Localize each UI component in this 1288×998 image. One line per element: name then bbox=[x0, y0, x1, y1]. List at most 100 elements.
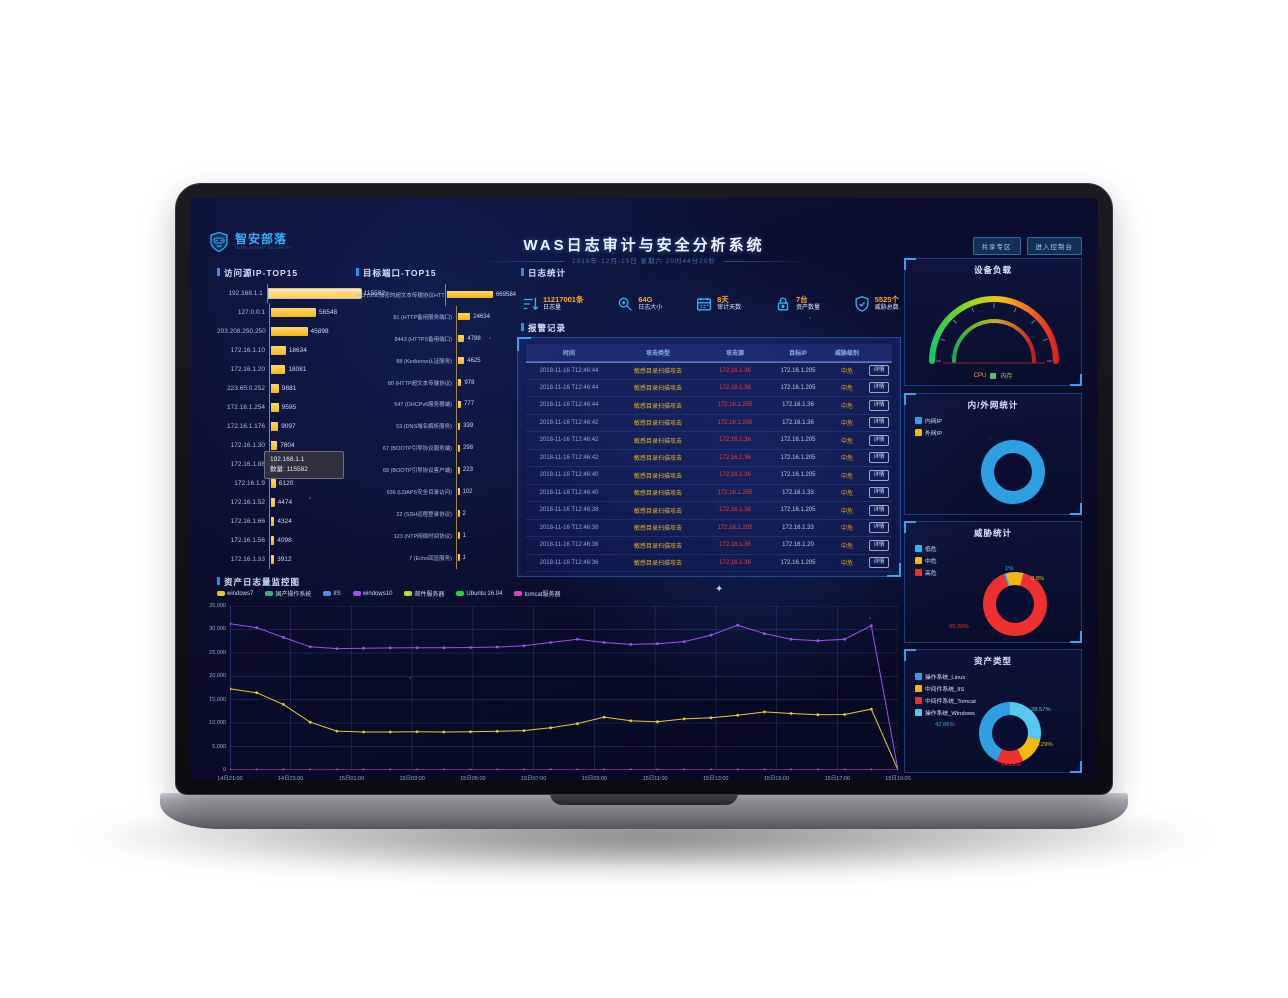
alert-attack-type: 敏感目录扫描攻击 bbox=[633, 526, 682, 533]
legend-item[interactable]: 邮件服务器 bbox=[404, 589, 444, 598]
bar[interactable] bbox=[458, 400, 462, 408]
brand-name: 智安部落 bbox=[235, 232, 288, 247]
alert-attack-source: 172.16.1.36 bbox=[719, 507, 751, 514]
bar[interactable] bbox=[271, 346, 286, 355]
net-donut-chart[interactable] bbox=[981, 440, 1045, 504]
detail-button[interactable]: 详情 bbox=[869, 522, 889, 534]
bar-row: 68 (BOOTP引导协议客户端) 223 bbox=[356, 459, 516, 482]
detail-button[interactable]: 详情 bbox=[869, 417, 889, 429]
bar-value: 9595 bbox=[281, 404, 297, 411]
bar-row: 172.16.1.56 4098 bbox=[217, 531, 385, 550]
cpu-legend-label[interactable]: CPU bbox=[973, 372, 987, 379]
detail-button[interactable]: 详情 bbox=[869, 365, 889, 377]
alert-action-cell: 详情 bbox=[864, 417, 894, 429]
tooltip-value: 数量: 115582 bbox=[270, 465, 308, 473]
bar[interactable] bbox=[458, 554, 460, 562]
legend-item[interactable]: 国产操作系统 bbox=[265, 589, 311, 598]
legend-item[interactable]: windows7 bbox=[217, 591, 253, 597]
bar[interactable] bbox=[271, 403, 279, 412]
bar-track: 1 bbox=[456, 524, 516, 547]
detail-button[interactable]: 详情 bbox=[869, 399, 889, 411]
alert-attack-source: 172.16.1.36 bbox=[719, 437, 751, 444]
bar-row: 172.16.1.33 3912 bbox=[217, 550, 385, 569]
bar[interactable] bbox=[458, 510, 460, 518]
legend-label: tomcat服务器 bbox=[524, 592, 561, 598]
bar[interactable] bbox=[458, 444, 461, 452]
enter-console-button[interactable]: 进入控制台 bbox=[1026, 237, 1082, 255]
legend-label: 操作系统_Linux bbox=[925, 675, 966, 681]
bar[interactable] bbox=[458, 357, 465, 365]
detail-button[interactable]: 详情 bbox=[869, 434, 889, 446]
asset-donut-chart[interactable] bbox=[979, 702, 1041, 764]
legend-item[interactable]: 操作系统_Windows bbox=[915, 708, 976, 717]
table-row: 2018-11-16 T12:46:44 敏感目录扫描攻击 172.16.1.36 1… bbox=[526, 362, 892, 380]
share-zone-button[interactable]: 共享专区 bbox=[972, 237, 1021, 255]
alert-action-cell: 详情 bbox=[864, 382, 894, 394]
legend-item[interactable]: 内网IP bbox=[915, 416, 942, 425]
bar[interactable] bbox=[458, 379, 462, 386]
axis-tick-label: 15日15:00 bbox=[763, 776, 790, 780]
bar[interactable] bbox=[458, 313, 471, 321]
legend-item[interactable]: 高危 bbox=[915, 568, 937, 577]
bar[interactable] bbox=[271, 441, 278, 450]
bar-value: 7804 bbox=[280, 442, 295, 449]
detail-button[interactable]: 详情 bbox=[869, 452, 889, 464]
legend-item[interactable]: IIS bbox=[323, 591, 341, 597]
bar[interactable] bbox=[271, 498, 275, 507]
stat-value: 8天 bbox=[717, 295, 729, 305]
threat-donut-chart[interactable] bbox=[983, 572, 1047, 636]
bar[interactable] bbox=[271, 536, 275, 545]
table-row: 2018-11-16 T12:46:38 敏感目录扫描攻击 172.16.1.205… bbox=[526, 519, 894, 537]
legend-item[interactable]: windows10 bbox=[352, 591, 392, 597]
bar[interactable] bbox=[271, 365, 286, 374]
legend-item[interactable]: 低危 bbox=[915, 544, 937, 553]
legend-item[interactable]: 操作系统_Linux bbox=[915, 672, 976, 681]
stat-value: 64G bbox=[638, 295, 653, 305]
bar[interactable] bbox=[271, 327, 308, 336]
bar-value: 1 bbox=[462, 532, 466, 539]
bar[interactable] bbox=[268, 289, 361, 298]
stat-label: 威胁总数 bbox=[874, 304, 899, 311]
legend-item[interactable]: 中间件系统_Tomcat bbox=[915, 696, 976, 705]
device-load-title: 设备负载 bbox=[973, 265, 1012, 275]
legend-item[interactable]: 外网IP bbox=[915, 428, 942, 437]
bar-row: 172.16.1.30 7804 bbox=[217, 436, 385, 455]
detail-button[interactable]: 详情 bbox=[869, 487, 889, 499]
legend-item[interactable]: tomcat服务器 bbox=[514, 589, 560, 598]
detail-button[interactable]: 详情 bbox=[869, 539, 889, 551]
alert-table-header: 时间 攻击类型 攻击源 目标IP 威胁级别 bbox=[526, 344, 892, 362]
bar-row: 67 (BOOTP引导协议服务端) 298 bbox=[356, 437, 516, 460]
detail-button[interactable]: 详情 bbox=[869, 504, 889, 516]
legend-item[interactable]: 中间件系统_IIS bbox=[915, 684, 976, 693]
table-row: 2018-11-16 T12:46:40 敏感目录扫描攻击 172.16.1.36 1… bbox=[526, 467, 892, 485]
asset-log-line-chart bbox=[228, 605, 900, 772]
alert-action-cell: 详情 bbox=[864, 487, 894, 499]
bar[interactable] bbox=[271, 517, 275, 526]
bar[interactable] bbox=[446, 291, 493, 299]
bar[interactable] bbox=[458, 488, 460, 496]
alert-target-ip: 172.16.1.36 bbox=[782, 419, 814, 426]
bar[interactable] bbox=[271, 479, 276, 488]
bar[interactable] bbox=[458, 532, 460, 540]
stat-log-size: 64G 日志大小 bbox=[616, 288, 662, 320]
detail-button[interactable]: 详情 bbox=[869, 469, 889, 481]
bar[interactable] bbox=[271, 308, 316, 317]
bar[interactable] bbox=[458, 335, 465, 343]
bar-value: 4788 bbox=[467, 335, 481, 342]
bar-value: 2 bbox=[462, 510, 466, 517]
alert-action-cell: 详情 bbox=[864, 522, 894, 534]
axis-tick-label: 5,000 bbox=[212, 743, 226, 750]
detail-button[interactable]: 详情 bbox=[869, 382, 889, 394]
detail-button[interactable]: 详情 bbox=[869, 557, 889, 569]
legend-swatch-icon bbox=[915, 569, 922, 576]
legend-item[interactable]: Ubuntu 16.04 bbox=[456, 591, 502, 597]
bar[interactable] bbox=[458, 422, 461, 430]
bar[interactable] bbox=[271, 384, 279, 393]
bar[interactable] bbox=[271, 555, 275, 564]
bar[interactable] bbox=[458, 466, 460, 474]
memory-legend-label[interactable]: 内存 bbox=[1000, 374, 1013, 380]
legend-item[interactable]: 中危 bbox=[915, 556, 937, 565]
bar[interactable] bbox=[271, 422, 279, 431]
legend-label: windows7 bbox=[227, 590, 254, 597]
alert-time: 2018-11-16 T12:46:44 bbox=[539, 367, 599, 374]
